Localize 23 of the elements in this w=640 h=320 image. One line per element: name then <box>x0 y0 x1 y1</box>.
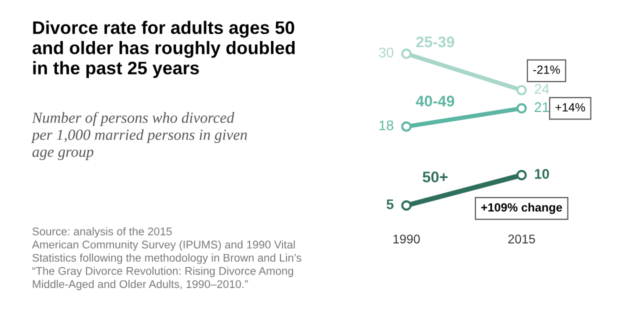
point <box>516 103 527 114</box>
text: Divorce rate for adults ages 50 and older has roughly doubled in the past 25 years <box>32 20 295 78</box>
point <box>401 200 412 211</box>
source-note: Source: analysis of the 2015 American Community Survey (IPUMS) and 1990 Vital Statistics following the methodology in Brown and Lin’s “The Gray Divorce Revolution: Rising Divorce Among Middle-Aged and Older Adults, 1990–2010.” <box>32 227 302 290</box>
series-label: 50+ <box>422 172 448 182</box>
annotation: +14% <box>556 103 586 112</box>
series-label: 40-49 <box>416 96 454 106</box>
data-label: 10 <box>534 169 549 179</box>
data-label: 24 <box>534 84 550 94</box>
point <box>401 121 412 132</box>
annotation: +109% change <box>481 202 562 214</box>
data-label: 5 <box>386 200 394 210</box>
x-tick-label: 2015 <box>508 234 535 244</box>
data-label: 21 <box>534 102 549 112</box>
point <box>516 84 527 96</box>
text: Number of persons who divorced per 1,000 married persons in given age group <box>31 112 247 160</box>
data-label: 18 <box>380 120 394 130</box>
annotation: -21% <box>533 66 560 74</box>
point <box>516 170 527 180</box>
point <box>401 48 412 59</box>
x-tick-label: 1990 <box>393 234 420 244</box>
data-label: 30 <box>378 48 394 58</box>
series-label: 25-39 <box>416 36 454 48</box>
